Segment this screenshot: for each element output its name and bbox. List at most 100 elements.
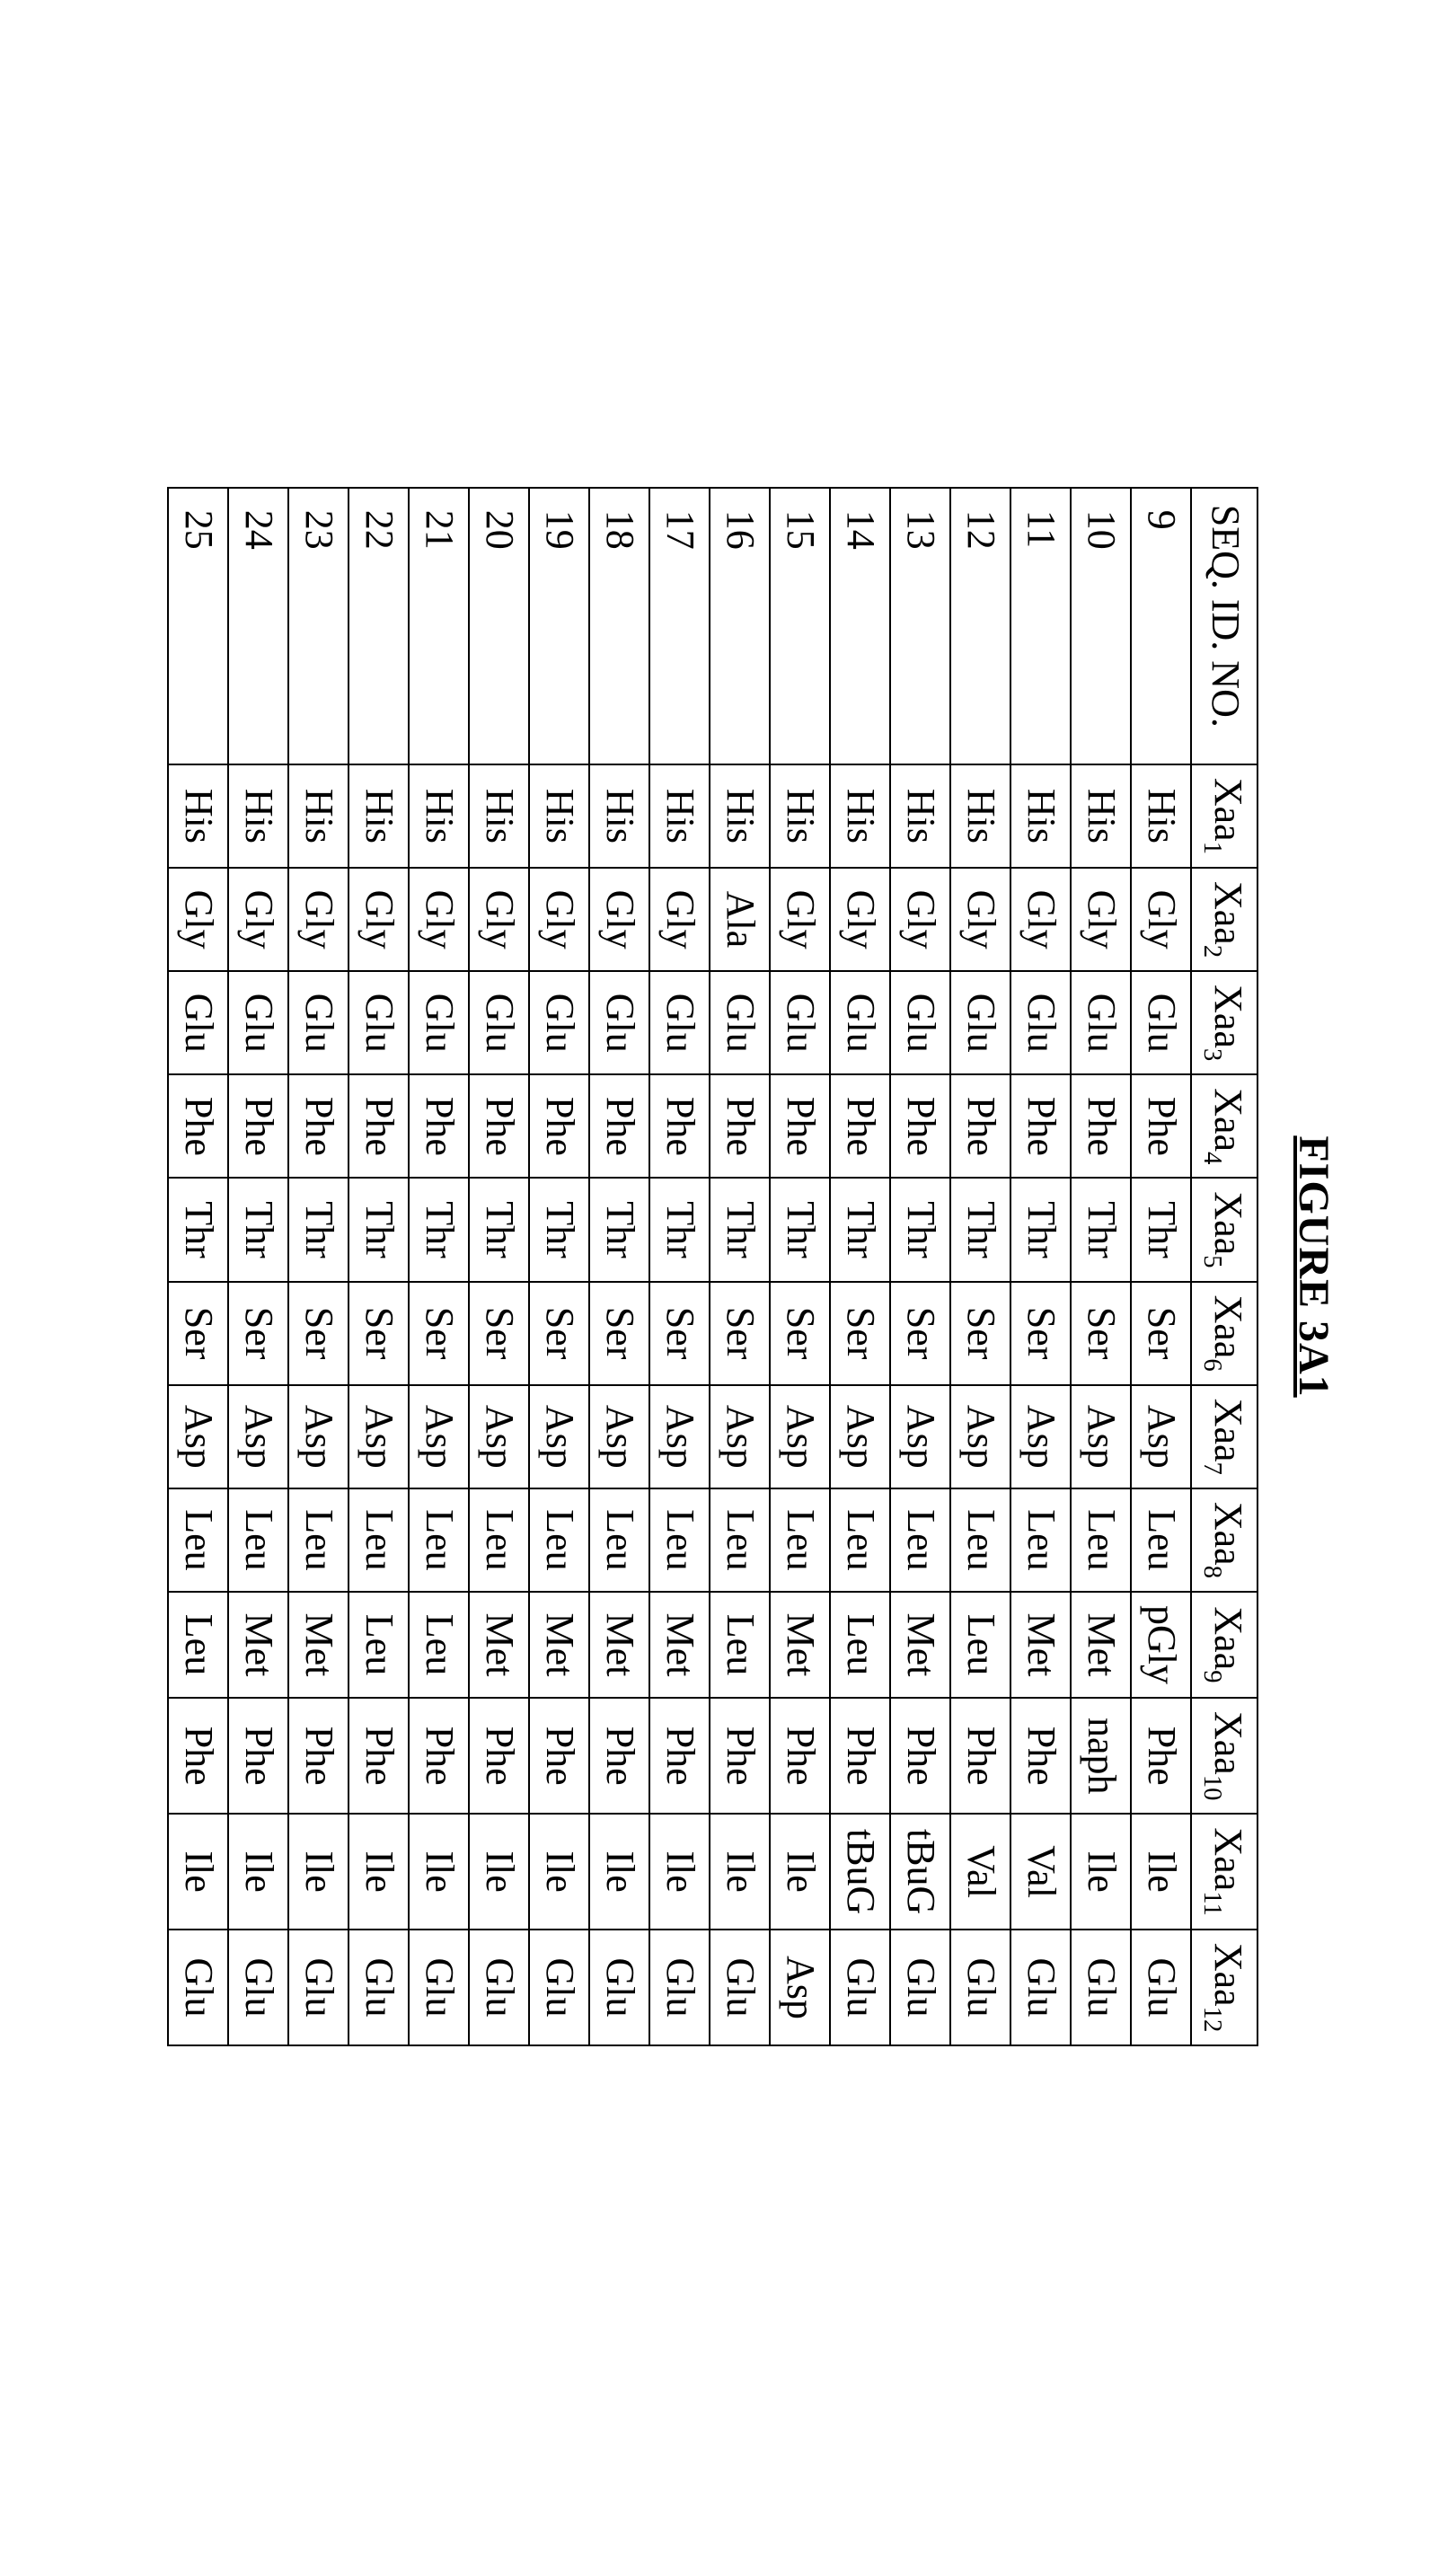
cell-xaa2: Gly (529, 868, 589, 971)
cell-xaa2: Gly (649, 868, 710, 971)
table-row: 13HisGlyGluPheThrSerAspLeuMetPhetBuGGlu (890, 488, 950, 2046)
cell-seq-id: 12 (950, 488, 1010, 764)
cell-xaa5: Thr (288, 1178, 349, 1281)
cell-xaa12: Glu (409, 1930, 469, 2045)
cell-xaa4: Phe (649, 1074, 710, 1178)
cell-xaa1: His (950, 764, 1010, 868)
cell-xaa4: Phe (890, 1074, 950, 1178)
cell-seq-id: 11 (1010, 488, 1071, 764)
cell-xaa9: Leu (168, 1592, 228, 1698)
cell-xaa12: Glu (1131, 1930, 1191, 2045)
cell-xaa9: Met (228, 1592, 288, 1698)
cell-xaa11: Ile (1071, 1814, 1131, 1929)
cell-xaa12: Glu (288, 1930, 349, 2045)
cell-xaa4: Phe (1010, 1074, 1071, 1178)
header-row: SEQ. ID. NO. Xaa1Xaa2Xaa3Xaa4Xaa5Xaa6Xaa… (1191, 488, 1257, 2046)
cell-xaa9: Met (1071, 1592, 1131, 1698)
cell-xaa5: Thr (649, 1178, 710, 1281)
cell-xaa1: His (770, 764, 830, 868)
cell-xaa8: Leu (1131, 1488, 1191, 1592)
cell-xaa6: Ser (288, 1282, 349, 1385)
cell-xaa11: Ile (589, 1814, 649, 1929)
cell-xaa2: Gly (830, 868, 890, 971)
table-row: 22HisGlyGluPheThrSerAspLeuLeuPheIleGlu (349, 488, 409, 2046)
cell-xaa6: Ser (168, 1282, 228, 1385)
cell-xaa9: Leu (409, 1592, 469, 1698)
page-container: FIGURE 3A1 SEQ. ID. NO. Xaa1Xaa2Xaa3Xaa4… (167, 54, 1338, 2479)
col-xaa12: Xaa12 (1191, 1930, 1257, 2045)
cell-xaa3: Glu (409, 971, 469, 1074)
cell-xaa2: Gly (349, 868, 409, 971)
cell-xaa11: tBuG (830, 1814, 890, 1929)
cell-xaa2: Gly (469, 868, 529, 971)
cell-xaa10: Phe (770, 1698, 830, 1814)
col-xaa8: Xaa8 (1191, 1488, 1257, 1592)
cell-xaa2: Gly (168, 868, 228, 971)
cell-xaa7: Asp (589, 1385, 649, 1488)
cell-xaa12: Glu (589, 1930, 649, 2045)
cell-xaa7: Asp (649, 1385, 710, 1488)
cell-xaa5: Thr (1071, 1178, 1131, 1281)
cell-xaa11: Ile (168, 1814, 228, 1929)
cell-xaa1: His (1010, 764, 1071, 868)
cell-xaa9: Leu (349, 1592, 409, 1698)
cell-xaa8: Leu (469, 1488, 529, 1592)
table-row: 23HisGlyGluPheThrSerAspLeuMetPheIleGlu (288, 488, 349, 2046)
cell-xaa5: Thr (409, 1178, 469, 1281)
cell-xaa5: Thr (890, 1178, 950, 1281)
cell-xaa1: His (469, 764, 529, 868)
table-row: 16HisAlaGluPheThrSerAspLeuLeuPheIleGlu (710, 488, 770, 2046)
cell-xaa10: Phe (710, 1698, 770, 1814)
table-row: 15HisGlyGluPheThrSerAspLeuMetPheIleAsp (770, 488, 830, 2046)
table-row: 17HisGlyGluPheThrSerAspLeuMetPheIleGlu (649, 488, 710, 2046)
cell-xaa6: Ser (950, 1282, 1010, 1385)
cell-seq-id: 16 (710, 488, 770, 764)
cell-xaa3: Glu (168, 971, 228, 1074)
col-xaa10: Xaa10 (1191, 1698, 1257, 1814)
cell-xaa4: Phe (349, 1074, 409, 1178)
cell-seq-id: 18 (589, 488, 649, 764)
cell-xaa8: Leu (890, 1488, 950, 1592)
cell-seq-id: 19 (529, 488, 589, 764)
cell-xaa3: Glu (1071, 971, 1131, 1074)
cell-xaa11: Ile (770, 1814, 830, 1929)
cell-xaa7: Asp (770, 1385, 830, 1488)
table-row: 25HisGlyGluPheThrSerAspLeuLeuPheIleGlu (168, 488, 228, 2046)
cell-xaa4: Phe (409, 1074, 469, 1178)
cell-xaa3: Glu (1010, 971, 1071, 1074)
cell-xaa6: Ser (469, 1282, 529, 1385)
cell-xaa10: Phe (589, 1698, 649, 1814)
cell-xaa8: Leu (409, 1488, 469, 1592)
cell-xaa6: Ser (710, 1282, 770, 1385)
cell-seq-id: 13 (890, 488, 950, 764)
cell-xaa10: Phe (830, 1698, 890, 1814)
cell-xaa4: Phe (228, 1074, 288, 1178)
cell-xaa3: Glu (349, 971, 409, 1074)
cell-xaa2: Gly (288, 868, 349, 971)
cell-xaa7: Asp (228, 1385, 288, 1488)
cell-xaa2: Gly (950, 868, 1010, 971)
cell-xaa1: His (409, 764, 469, 868)
cell-xaa4: Phe (529, 1074, 589, 1178)
cell-xaa9: Leu (710, 1592, 770, 1698)
cell-xaa1: His (589, 764, 649, 868)
cell-xaa7: Asp (1010, 1385, 1071, 1488)
table-header: SEQ. ID. NO. Xaa1Xaa2Xaa3Xaa4Xaa5Xaa6Xaa… (1191, 488, 1257, 2046)
cell-xaa7: Asp (168, 1385, 228, 1488)
cell-xaa3: Glu (288, 971, 349, 1074)
table-row: 20HisGlyGluPheThrSerAspLeuMetPheIleGlu (469, 488, 529, 2046)
cell-xaa10: Phe (228, 1698, 288, 1814)
cell-xaa5: Thr (228, 1178, 288, 1281)
cell-xaa6: Ser (529, 1282, 589, 1385)
cell-xaa9: Met (529, 1592, 589, 1698)
cell-xaa4: Phe (1071, 1074, 1131, 1178)
cell-xaa9: Met (1010, 1592, 1071, 1698)
cell-xaa7: Asp (890, 1385, 950, 1488)
cell-xaa11: Ile (288, 1814, 349, 1929)
col-xaa3: Xaa3 (1191, 971, 1257, 1074)
cell-xaa10: naph (1071, 1698, 1131, 1814)
cell-seq-id: 10 (1071, 488, 1131, 764)
cell-xaa11: Ile (409, 1814, 469, 1929)
cell-xaa2: Gly (1010, 868, 1071, 971)
cell-seq-id: 20 (469, 488, 529, 764)
